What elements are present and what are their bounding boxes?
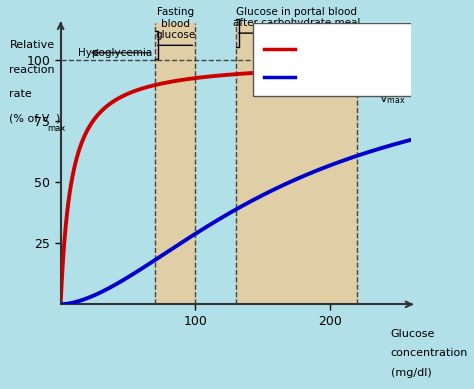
Text: Relative: Relative	[9, 40, 55, 51]
Text: (mg/dl): (mg/dl)	[391, 368, 431, 378]
Text: ): )	[55, 114, 60, 124]
Text: Glucokinase: Glucokinase	[302, 72, 370, 82]
Text: reaction: reaction	[9, 65, 55, 75]
Text: concentration: concentration	[391, 348, 468, 358]
Text: Fasting
blood
glucose: Fasting blood glucose	[155, 7, 195, 40]
Text: Glucose in portal blood
after carbohydrate meal: Glucose in portal blood after carbohydra…	[233, 7, 360, 28]
Text: max: max	[47, 124, 65, 133]
Text: Glucose: Glucose	[391, 329, 435, 339]
Text: Hexokinase: Hexokinase	[302, 44, 366, 54]
FancyBboxPatch shape	[253, 23, 418, 96]
Text: Hypoglycemia: Hypoglycemia	[78, 48, 152, 58]
Text: V$_{\rm max}$: V$_{\rm max}$	[379, 92, 405, 106]
Text: rate: rate	[9, 89, 32, 99]
Text: (% of V: (% of V	[9, 114, 50, 124]
